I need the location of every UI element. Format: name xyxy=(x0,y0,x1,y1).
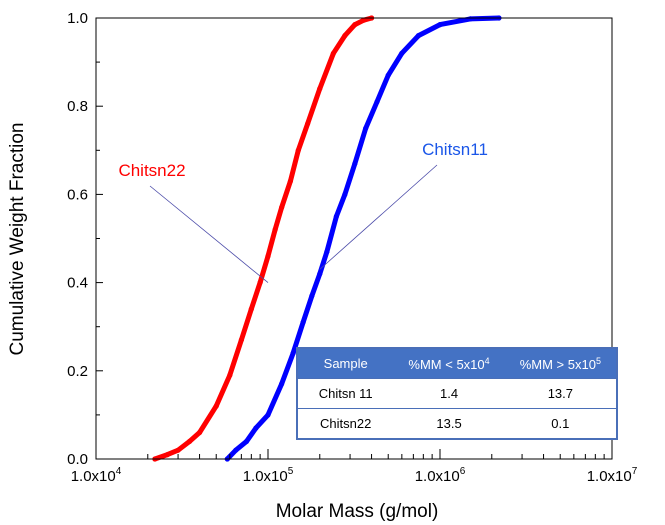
series-chitsn22-point xyxy=(187,438,193,444)
series-chitsn11-point xyxy=(279,381,285,387)
annotation-layer: Chitsn22 Chitsn11 xyxy=(118,140,488,283)
x-axis: 1.0x104 1.0x105 1.0x106 1.0x107 xyxy=(71,449,638,485)
y-tick-label: 0.2 xyxy=(67,363,88,380)
cell-low-mm: 13.5 xyxy=(393,408,505,438)
series-chitsn22-point xyxy=(342,33,348,39)
y-axis: 0.0 0.2 0.4 0.6 0.8 1.0 xyxy=(67,10,103,468)
series-chitsn11-point xyxy=(467,16,473,22)
series-chitsn11-point xyxy=(437,22,443,28)
series-chitsn11-point xyxy=(415,33,422,39)
series-chitsn22-point xyxy=(175,447,181,453)
x-tick-label: 1.0x104 xyxy=(71,466,122,485)
series-chitsn22-point xyxy=(361,17,367,23)
series-chitsn22-point xyxy=(265,253,271,259)
series-chitsn11-line xyxy=(224,15,502,462)
y-tick-label: 0.8 xyxy=(67,98,88,115)
series-chitsn11-point xyxy=(399,50,405,56)
x-tick-label: 1.0x107 xyxy=(587,466,638,485)
series-chitsn11-point xyxy=(385,72,391,78)
annotation-chitsn22-leader xyxy=(149,185,269,283)
summary-table: Sample %MM < 5x104 %MM > 5x105 Chitsn 11… xyxy=(296,347,618,440)
series-chitsn22-point xyxy=(279,205,285,211)
series-chitsn22-point xyxy=(164,452,170,458)
series-chitsn11-point xyxy=(265,412,271,418)
series-chitsn22-line xyxy=(152,15,375,462)
header-sample: Sample xyxy=(298,349,394,379)
series-chitsn22-point xyxy=(272,227,278,233)
series-chitsn11-point xyxy=(290,350,296,356)
series-chitsn22-point xyxy=(238,337,244,343)
series-chitsn22-point xyxy=(227,372,233,378)
series-chitsn11-point xyxy=(363,125,369,131)
series-chitsn22-point xyxy=(295,147,301,153)
series-chitsn11-point xyxy=(233,447,239,453)
x-axis-title: Molar Mass (g/mol) xyxy=(276,501,439,522)
series-chitsn22-point xyxy=(352,22,358,28)
y-tick-label: 1.0 xyxy=(67,10,88,27)
series-chitsn11-point xyxy=(342,191,348,197)
series-chitsn22-point xyxy=(317,86,323,92)
cell-high-mm: 13.7 xyxy=(504,378,616,409)
y-axis-title: Cumulative Weight Fraction xyxy=(7,122,28,355)
series-chitsn11-point xyxy=(333,213,339,219)
x-tick-label: 1.0x105 xyxy=(243,466,294,485)
series-chitsn11-point xyxy=(317,271,323,277)
cell-high-mm: 0.1 xyxy=(504,408,616,438)
series-chitsn22-point xyxy=(287,178,293,184)
table-header-row: Sample %MM < 5x104 %MM > 5x105 xyxy=(298,349,616,379)
series-chitsn11-point xyxy=(243,438,250,444)
annotation-chitsn11-leader xyxy=(319,164,438,270)
series-layer xyxy=(152,15,502,462)
series-chitsn22-point xyxy=(213,403,219,409)
series-chitsn11-point xyxy=(352,160,358,167)
series-chitsn11-point xyxy=(309,293,315,299)
cell-sample: Chitsn22 xyxy=(298,408,394,438)
annotation-chitsn22-label: Chitsn22 xyxy=(118,161,185,180)
series-chitsn22-point xyxy=(248,306,254,312)
series-chitsn11-point xyxy=(374,99,380,105)
y-tick-label: 0.6 xyxy=(67,186,88,203)
header-low-mm: %MM < 5x104 xyxy=(393,349,505,379)
series-chitsn22-point xyxy=(330,50,336,56)
series-chitsn22-point xyxy=(257,280,263,286)
annotation-chitsn11-label: Chitsn11 xyxy=(422,140,488,159)
table-row: Chitsn 11 1.4 13.7 xyxy=(298,378,616,409)
cell-sample: Chitsn 11 xyxy=(298,378,394,409)
cell-low-mm: 1.4 xyxy=(393,378,505,409)
series-chitsn22-point xyxy=(305,121,311,127)
y-tick-label: 0.0 xyxy=(67,451,88,468)
table-row: Chitsn22 13.5 0.1 xyxy=(298,408,616,438)
series-chitsn11-point xyxy=(253,425,259,431)
series-chitsn11-point xyxy=(300,319,306,325)
series-chitsn11-point xyxy=(324,249,330,255)
y-tick-label: 0.4 xyxy=(67,275,88,292)
series-chitsn22-point xyxy=(197,429,203,436)
x-tick-label: 1.0x106 xyxy=(415,466,466,485)
header-high-mm: %MM > 5x105 xyxy=(504,349,616,379)
